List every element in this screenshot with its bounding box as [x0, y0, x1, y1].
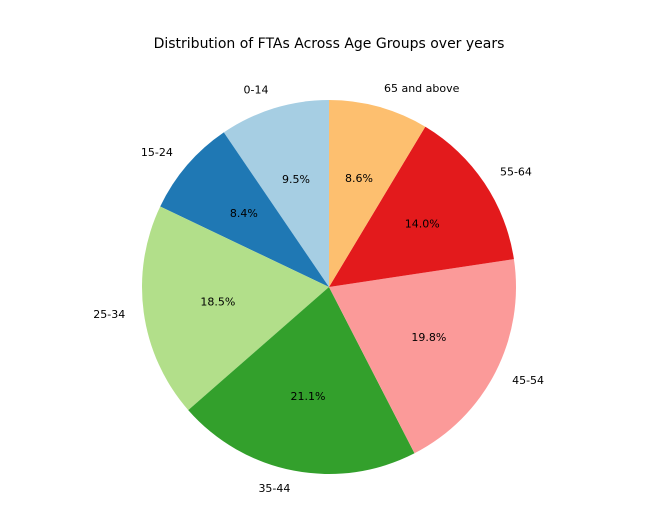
- pie-slice-35-44: [188, 287, 415, 474]
- pie-slice-55-64: [329, 126, 514, 287]
- slice-percent-45-54: 19.8%: [411, 331, 446, 344]
- pie-slice-25-34: [142, 206, 329, 411]
- slice-label-35-44: 35-44: [258, 482, 290, 495]
- pie-slice-15-24: [160, 132, 329, 287]
- pie-slice-0-14: [223, 100, 329, 287]
- chart-title: Distribution of FTAs Across Age Groups o…: [154, 36, 505, 52]
- slice-percent-25-34: 18.5%: [200, 295, 235, 308]
- slice-percent-0-14: 9.5%: [282, 173, 310, 186]
- pie-slice-65-and-above: [329, 100, 426, 287]
- slice-percent-65-and-above: 8.6%: [345, 172, 373, 185]
- pie-slices: [142, 100, 517, 474]
- pie-slice-45-54: [329, 259, 517, 454]
- slice-label-55-64: 55-64: [500, 166, 532, 179]
- slice-percent-35-44: 21.1%: [290, 390, 325, 403]
- slice-percent-15-24: 8.4%: [230, 207, 258, 220]
- pie-labels: 0-14 9.5% 15-24 8.4% 25-34 18.5% 35-44 21.1% 45-…: [93, 82, 544, 495]
- slice-label-15-24: 15-24: [141, 146, 173, 159]
- slice-percent-55-64: 14.0%: [405, 218, 440, 231]
- slice-label-25-34: 25-34: [93, 308, 125, 321]
- slice-label-45-54: 45-54: [512, 374, 544, 387]
- slice-label-65-and-above: 65 and above: [384, 82, 460, 95]
- slice-label-0-14: 0-14: [243, 83, 268, 96]
